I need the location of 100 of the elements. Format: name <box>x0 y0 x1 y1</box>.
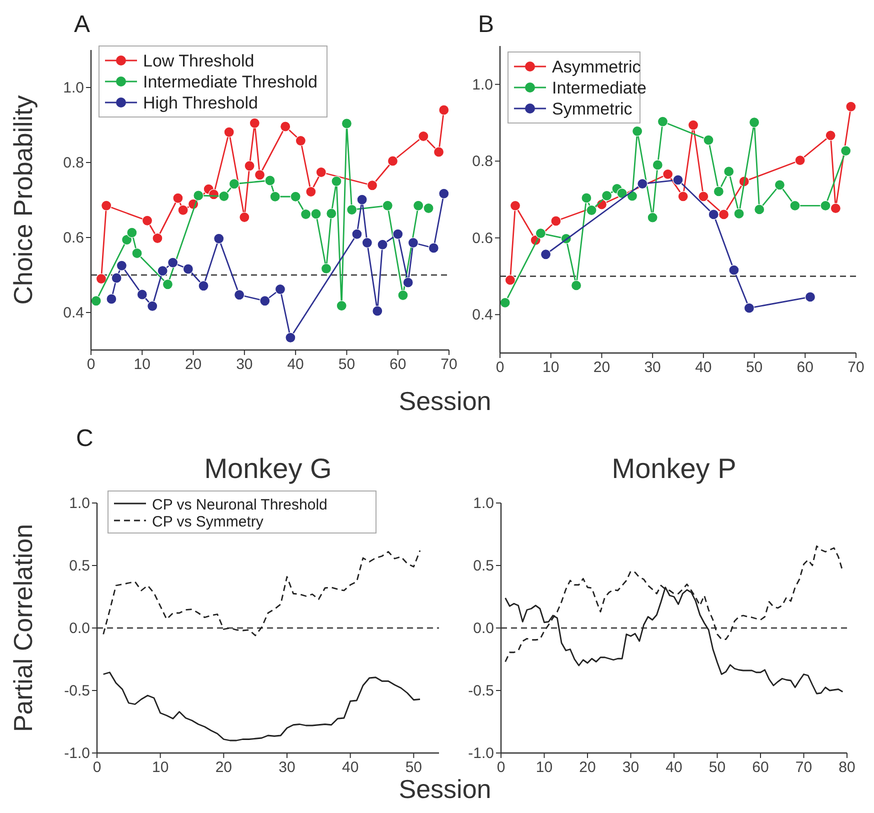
text: B <box>478 11 494 38</box>
y-tick-label: -1.0 <box>468 745 494 762</box>
point <box>264 175 276 186</box>
y-tick-label: 0.6 <box>472 230 493 247</box>
point <box>198 280 209 292</box>
point <box>703 134 714 146</box>
point <box>438 188 450 199</box>
point <box>413 200 424 211</box>
x-tick-label: 30 <box>236 356 253 373</box>
legend-label: Intermediate <box>552 78 646 98</box>
point <box>320 263 332 274</box>
point <box>657 116 668 127</box>
point <box>504 274 516 286</box>
point <box>408 237 418 248</box>
point <box>744 302 754 314</box>
legend-label: CP vs Neuronal Threshold <box>152 496 328 514</box>
legend-label: Low Threshold <box>143 52 254 70</box>
point <box>500 297 510 308</box>
point <box>142 215 153 226</box>
line-series <box>102 672 421 742</box>
y-tick-label: -0.5 <box>64 682 90 700</box>
x-tick-label: 20 <box>184 356 202 373</box>
x-tick-label: 50 <box>405 759 422 776</box>
x-tick-label: 10 <box>542 359 560 376</box>
point <box>825 130 836 141</box>
x-tick-label: 30 <box>644 359 661 376</box>
x-tick-label: 0 <box>86 356 96 373</box>
point <box>106 294 117 304</box>
point <box>310 208 322 220</box>
x-tick-label: 30 <box>622 759 640 776</box>
point <box>300 208 312 220</box>
point <box>586 204 597 216</box>
point <box>270 191 280 202</box>
point <box>678 191 688 202</box>
text: A <box>74 11 90 38</box>
point <box>804 292 816 302</box>
y-tick-label: 0.5 <box>473 558 494 574</box>
point <box>790 200 800 211</box>
point <box>147 300 158 312</box>
point <box>341 118 352 129</box>
chart-title: Monkey G <box>204 453 332 484</box>
point <box>331 176 342 187</box>
point <box>290 191 301 202</box>
y-tick-label: 0.5 <box>69 558 90 574</box>
point <box>132 248 142 259</box>
point <box>754 204 765 215</box>
point <box>428 242 439 254</box>
point <box>713 186 724 197</box>
point <box>280 121 291 132</box>
x-tick-label: 60 <box>796 359 814 376</box>
x-axis-title: Session <box>398 386 492 416</box>
point <box>602 190 612 201</box>
point <box>116 260 127 271</box>
line-series <box>102 550 421 636</box>
y-tick-label: 1.0 <box>63 80 84 96</box>
x-tick-label: 10 <box>536 759 553 776</box>
point <box>637 178 648 190</box>
x-tick-label: 40 <box>695 359 712 376</box>
point <box>96 273 107 284</box>
point <box>111 272 122 284</box>
point <box>228 178 240 190</box>
point <box>295 135 306 146</box>
point <box>122 234 132 246</box>
point <box>718 209 730 220</box>
point <box>652 160 663 170</box>
point <box>152 232 163 244</box>
point <box>336 300 347 312</box>
point <box>214 233 224 244</box>
point <box>168 257 178 268</box>
point <box>402 277 414 288</box>
legend-label: High Threshold <box>143 94 258 112</box>
point <box>698 191 709 202</box>
point <box>316 166 326 178</box>
y-tick-label: 0.4 <box>63 304 84 322</box>
point <box>708 209 719 220</box>
y-tick-label: 0.0 <box>473 620 494 637</box>
point <box>382 200 393 211</box>
point <box>688 120 699 130</box>
point <box>570 280 582 291</box>
point <box>254 170 266 180</box>
point <box>352 228 362 240</box>
y-tick-label: 0.0 <box>69 620 90 637</box>
point <box>218 190 230 202</box>
point <box>126 227 138 238</box>
x-tick-label: 10 <box>152 759 169 776</box>
x-tick-label: 20 <box>215 759 232 776</box>
point <box>157 266 168 276</box>
point <box>234 290 245 300</box>
x-tick-label: 50 <box>708 759 726 776</box>
x-tick-label: 0 <box>496 359 504 376</box>
point <box>362 237 372 248</box>
point <box>540 249 552 260</box>
point <box>346 204 358 216</box>
point <box>438 104 450 116</box>
y-tick-label: 0.8 <box>63 154 84 172</box>
x-tick-label: 50 <box>338 356 356 373</box>
point <box>647 212 658 223</box>
x-tick-label: 40 <box>287 356 304 373</box>
point <box>748 117 760 128</box>
x-tick-label: 0 <box>92 759 102 776</box>
